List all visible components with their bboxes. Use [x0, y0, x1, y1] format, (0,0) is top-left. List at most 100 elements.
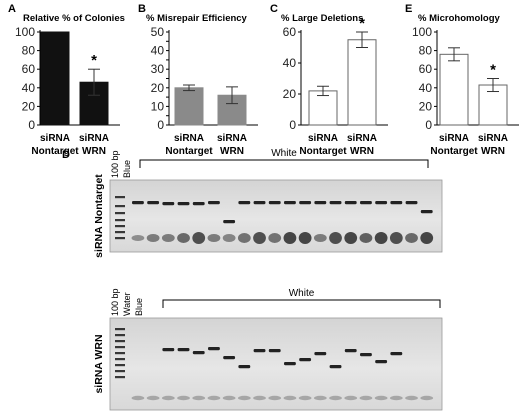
- primer-smear: [146, 395, 160, 401]
- gel-band: [177, 348, 190, 352]
- ladder-band: [115, 237, 125, 240]
- gel-band: [360, 353, 372, 357]
- x-tick-label: siRNA: [174, 133, 204, 144]
- primer-smear: [313, 395, 327, 401]
- significance-star: *: [359, 15, 365, 32]
- primer-smear: [344, 395, 358, 401]
- gel-image: [109, 317, 443, 411]
- chart-title: % Misrepair Efficiency: [146, 13, 248, 24]
- primer-smear: [298, 232, 312, 244]
- bracket-label: White: [289, 288, 315, 299]
- primer-smear: [161, 234, 175, 242]
- y-tick-label: 0: [28, 118, 35, 132]
- y-tick-label: 30: [151, 62, 165, 76]
- lane-bracket: [139, 159, 429, 168]
- gel-band: [268, 201, 281, 205]
- gel-band: [344, 349, 357, 353]
- lane-label: Blue: [134, 298, 144, 316]
- primer-smear: [329, 395, 342, 401]
- primer-smear: [237, 233, 251, 243]
- primer-smear: [268, 233, 282, 243]
- chart-panel-b: B% Misrepair Efficiency 0 10 20 30 40 50 siRNA N…: [138, 3, 258, 157]
- gel-band: [192, 351, 205, 355]
- gel-row-label: siRNA Nontarget: [93, 174, 105, 258]
- primer-smear: [146, 234, 160, 242]
- chart-panel-a: A Relative % of Colonies 0 20 40 60 80 100 siRNA…: [8, 3, 125, 157]
- primer-smear: [344, 232, 358, 244]
- gel-band: [360, 201, 372, 205]
- gel-band: [177, 202, 190, 206]
- y-tick-label: 40: [22, 81, 36, 95]
- primer-smear: [329, 232, 342, 244]
- y-tick-label: 20: [283, 87, 297, 101]
- bar: [308, 90, 338, 126]
- bar-charts: A Relative % of Colonies 0 20 40 60 80 100 siRNA…: [8, 3, 519, 157]
- x-tick-label: WRN: [350, 146, 374, 157]
- significance-star: *: [91, 52, 97, 69]
- primer-smear: [207, 395, 221, 401]
- bar: [174, 87, 204, 126]
- primer-smear: [374, 395, 388, 401]
- x-tick-label: WRN: [481, 146, 505, 157]
- primer-smear: [359, 395, 373, 401]
- gel-band: [390, 352, 403, 356]
- primer-smear: [177, 233, 190, 243]
- panel-letter: A: [8, 3, 16, 15]
- gel-band: [329, 365, 342, 369]
- gel-band: [253, 349, 266, 353]
- ladder-band: [115, 364, 125, 367]
- primer-smear: [405, 395, 418, 401]
- primer-smear: [374, 232, 388, 244]
- primer-smear: [253, 395, 266, 401]
- x-tick-label: siRNA: [478, 133, 508, 144]
- x-tick-label: siRNA: [308, 133, 338, 144]
- gel-band: [314, 352, 327, 356]
- ladder-band: [115, 334, 125, 337]
- primer-smear: [405, 233, 418, 243]
- y-tick-label: 20: [22, 99, 36, 113]
- x-tick-label: Nontarget: [31, 146, 79, 157]
- primer-smear: [207, 234, 221, 242]
- y-tick-label: 20: [419, 99, 433, 113]
- primer-smear: [283, 232, 297, 244]
- ladder-band: [115, 352, 125, 355]
- y-tick-label: 60: [419, 62, 433, 76]
- primer-smear: [420, 232, 434, 244]
- lane-label: Blue: [122, 160, 132, 178]
- ladder-band: [115, 225, 125, 228]
- ladder-band: [115, 340, 125, 343]
- chart-title: Relative % of Colonies: [23, 13, 125, 24]
- bar: [40, 31, 70, 126]
- panel-letter: C: [270, 3, 278, 15]
- bracket-label: White: [271, 148, 297, 159]
- primer-smear: [161, 395, 175, 401]
- gel-row-label: siRNA WRN: [93, 334, 105, 393]
- x-tick-label: WRN: [220, 146, 244, 157]
- gel-band: [284, 201, 296, 205]
- gel-band: [132, 201, 144, 205]
- gel-band: [375, 360, 388, 364]
- y-tick-label: 100: [15, 25, 35, 39]
- gel-band: [329, 201, 342, 205]
- gel-band: [192, 202, 205, 206]
- chart-title: % Microhomology: [418, 13, 501, 24]
- primer-smear: [222, 234, 236, 242]
- primer-smear: [420, 395, 434, 401]
- y-tick-label: 80: [419, 44, 433, 58]
- ladder-band: [115, 346, 125, 349]
- primer-smear: [131, 395, 145, 401]
- x-tick-label: Nontarget: [299, 146, 347, 157]
- significance-star: *: [490, 62, 496, 79]
- panel-letter: D: [62, 149, 70, 161]
- lane-label: 100 bp: [110, 150, 120, 178]
- ladder-band: [115, 219, 125, 222]
- gel-band: [375, 201, 388, 205]
- gel-band: [253, 201, 266, 205]
- gel-band: [208, 201, 220, 205]
- y-tick-label: 50: [151, 25, 165, 39]
- gel-band: [223, 356, 236, 360]
- gel-band: [162, 348, 175, 352]
- y-tick-label: 40: [419, 81, 433, 95]
- primer-smear: [177, 395, 190, 401]
- chart-panel-e: E% Microhomology020406080100siRNANontarg…: [405, 3, 519, 157]
